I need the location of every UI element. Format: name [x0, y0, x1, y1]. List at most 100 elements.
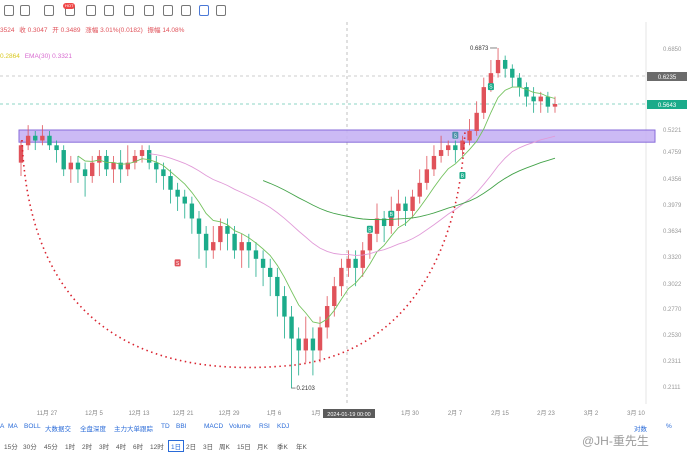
trash-icon[interactable]	[216, 5, 226, 16]
x-tick-label: 12月 5	[85, 410, 103, 417]
filter-icon[interactable]	[199, 5, 209, 16]
y-tick-label: 0.3320	[663, 255, 682, 261]
ohlc-readout: 3524 收 0.3047 开 0.3489 涨幅 3.01%(0.0182) …	[0, 24, 187, 34]
percent-link[interactable]: %	[666, 423, 672, 430]
candle-body	[289, 316, 294, 339]
ema-readout: 0.2864 EMA(30) 0.3321	[0, 53, 75, 60]
tab-td[interactable]: TD	[161, 423, 170, 430]
candle-body	[310, 338, 316, 351]
candle-body	[61, 150, 66, 170]
ema-fast-line	[77, 86, 556, 324]
tab-depth[interactable]: 全盘深度	[80, 426, 106, 433]
candle-body	[488, 73, 494, 88]
cup-pattern-arc	[21, 129, 466, 369]
candle-body	[438, 150, 444, 156]
price-tag-high: 0.6235	[658, 75, 677, 81]
note-icon[interactable]	[163, 5, 173, 16]
tab-whale[interactable]: 主力大单跟踪	[114, 426, 153, 433]
trade-marker-label: S	[176, 261, 180, 267]
ruler-icon[interactable]	[86, 5, 96, 16]
y-tick-label: 0.3634	[663, 229, 682, 235]
candle-body	[175, 189, 180, 197]
y-tick-label: 0.4356	[663, 177, 682, 183]
tf-3h[interactable]: 3时	[99, 444, 110, 451]
candle-body	[154, 162, 159, 170]
trade-marker-label: B	[461, 174, 465, 180]
calendar-icon[interactable]	[181, 5, 191, 16]
tab-bigdata[interactable]: 大数据交	[45, 426, 71, 433]
candle-body	[396, 203, 401, 211]
candle-body	[139, 150, 145, 156]
tf-12h[interactable]: 12时	[150, 444, 164, 451]
y-tick-label: 0.2311	[663, 359, 682, 365]
line-icon[interactable]	[44, 5, 54, 16]
tf-15d[interactable]: 15日	[237, 444, 251, 451]
candle-body	[545, 96, 551, 107]
tab-rsi[interactable]: RSI	[259, 423, 270, 430]
tab-ma[interactable]: MA	[8, 423, 18, 430]
tf-6h[interactable]: 6时	[133, 444, 144, 451]
candle-body	[332, 286, 337, 307]
candle-body	[218, 226, 223, 243]
candle-body	[111, 162, 116, 170]
crosshair-time-bg	[323, 409, 375, 418]
candle-body	[474, 112, 479, 131]
price-tag-current: 0.5643	[658, 103, 677, 109]
x-tick-label: 12月 21	[172, 410, 194, 417]
candle-body	[360, 250, 365, 268]
candle-body	[446, 145, 451, 151]
tf-1d[interactable]: 1日	[168, 440, 185, 452]
tab-indicator[interactable]: A	[0, 423, 5, 430]
tab-volume[interactable]: Volume	[229, 423, 251, 430]
candle-body	[481, 87, 486, 113]
watermark: @JH-重先生	[582, 434, 649, 448]
crosshair-icon[interactable]	[20, 5, 30, 16]
candle-body	[82, 169, 88, 177]
trade-marker-label: S	[454, 133, 458, 139]
tab-kdj[interactable]: KDJ	[277, 423, 290, 430]
candle-body	[118, 162, 123, 170]
tf-45m[interactable]: 45分	[44, 444, 58, 451]
candle-body	[531, 96, 536, 102]
tf-2h[interactable]: 2时	[82, 444, 93, 451]
x-tick-label: 3月 10	[627, 410, 645, 417]
candle-body	[18, 145, 24, 163]
tf-quarter[interactable]: 季K	[277, 444, 288, 451]
tab-bbi[interactable]: BBI	[176, 423, 187, 430]
price-tag-current-bg	[647, 100, 687, 109]
tab-boll[interactable]: BOLL	[24, 423, 41, 430]
measure-icon[interactable]	[144, 5, 154, 16]
candle-body	[246, 242, 252, 251]
amplitude-readout: 振幅 14.08%	[147, 27, 185, 34]
x-tick-label: 2月 15	[491, 410, 509, 417]
pencil-icon[interactable]	[104, 5, 114, 16]
candle-body	[33, 135, 38, 141]
price-axis-panel	[646, 22, 690, 422]
trade-marker-bg	[459, 172, 466, 180]
tf-4h[interactable]: 4时	[116, 444, 127, 451]
tf-week[interactable]: 周K	[219, 444, 230, 451]
tf-year[interactable]: 年K	[296, 444, 307, 451]
high-price-label: 0.6873	[470, 46, 489, 52]
cursor-icon[interactable]	[4, 5, 14, 16]
tf-3d[interactable]: 3日	[203, 444, 214, 451]
text-icon[interactable]	[124, 5, 134, 16]
candle-body	[40, 135, 45, 141]
low-price-label: 0.2103	[297, 386, 316, 392]
tf-30m[interactable]: 30分	[23, 444, 37, 451]
tf-15m[interactable]: 15分	[4, 444, 18, 451]
tf-month[interactable]: 月K	[257, 444, 268, 451]
candle-body	[460, 140, 465, 151]
tf-2d[interactable]: 2日	[186, 444, 197, 451]
candle-body	[97, 155, 102, 163]
low-readout: 3524	[0, 27, 15, 34]
tf-1h[interactable]: 1时	[65, 444, 76, 451]
tab-macd[interactable]: MACD	[204, 423, 224, 430]
trade-marker-label: B	[390, 212, 394, 218]
y-tick-label: 0.3979	[663, 203, 682, 209]
trade-marker-bg	[174, 259, 181, 267]
log-scale-link[interactable]: 对数	[634, 426, 647, 433]
candle-body	[410, 196, 415, 211]
candle-body	[68, 162, 74, 170]
